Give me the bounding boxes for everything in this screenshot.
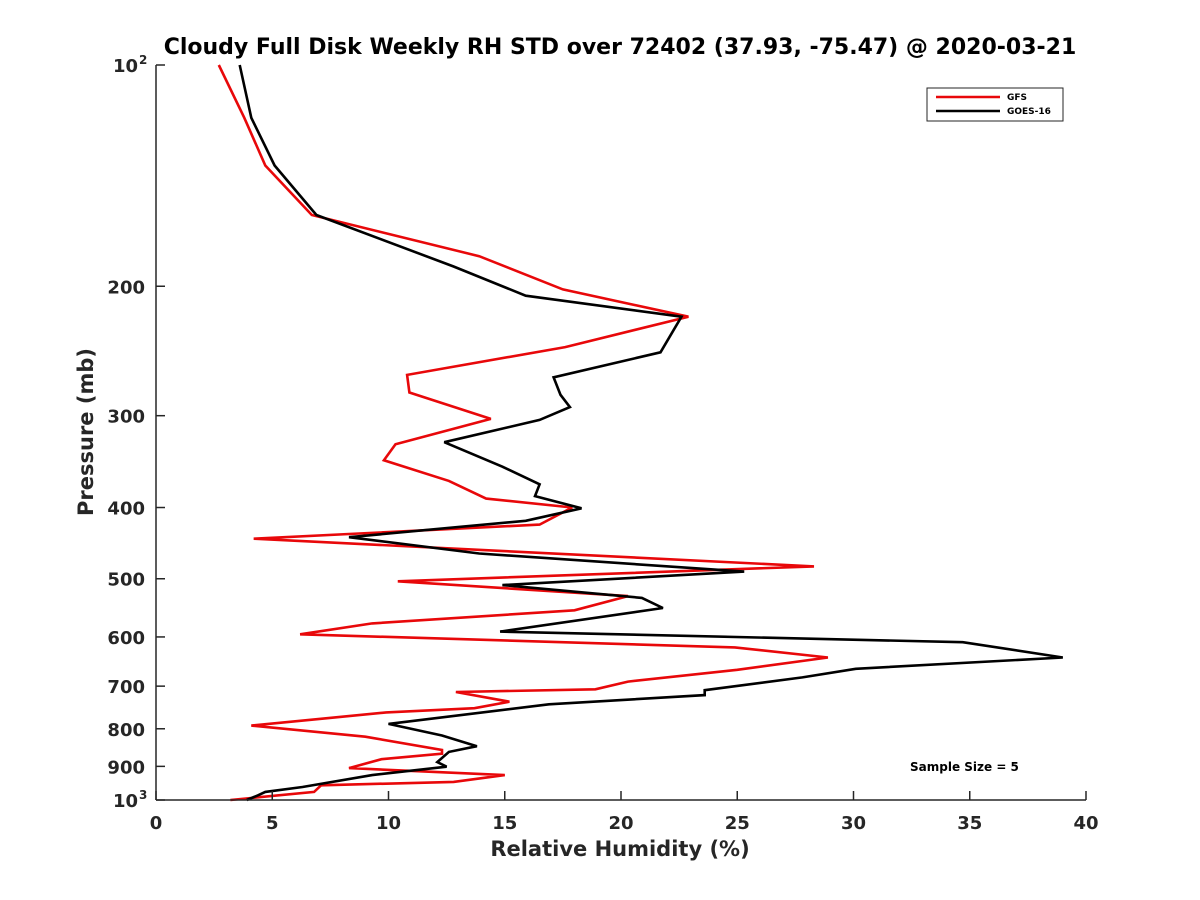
x-tick-label: 30	[841, 813, 866, 834]
y-tick-label: 200	[107, 277, 145, 298]
x-tick-label: 40	[1073, 813, 1098, 834]
y-tick-label: 10	[113, 791, 138, 812]
legend-label-gfs: GFS	[1007, 93, 1027, 103]
x-axis-label: Relative Humidity (%)	[490, 837, 749, 861]
y-tick-label: 900	[107, 757, 145, 778]
y-tick-exponent: 3	[139, 788, 147, 802]
y-tick-label: 300	[107, 407, 145, 428]
y-axis-label: Pressure (mb)	[74, 348, 98, 516]
x-tick-label: 15	[492, 813, 517, 834]
plot-area: 0 5 10 15 20 25 30 35 40 10 220030040050060070080…	[107, 53, 1098, 834]
legend: GFS GOES-16	[926, 87, 1064, 122]
x-tick-label: 10	[376, 813, 401, 834]
chart-title: Cloudy Full Disk Weekly RH STD over 7240…	[164, 35, 1077, 60]
x-tick-label: 5	[266, 813, 279, 834]
legend-label-goes16: GOES-16	[1007, 107, 1051, 117]
sample-size-annotation: Sample Size = 5	[910, 760, 1019, 774]
y-tick-label: 10	[113, 56, 138, 77]
x-tick-label: 0	[150, 813, 163, 834]
series-line-gfs	[217, 64, 829, 802]
legend-box	[926, 87, 1064, 122]
y-tick-label: 800	[107, 720, 145, 741]
x-tick-label: 20	[608, 813, 633, 834]
x-tick-label: 35	[957, 813, 982, 834]
series-line-goes16	[238, 64, 1063, 802]
y-tick-label: 500	[107, 570, 145, 591]
x-tick-label: 25	[725, 813, 750, 834]
x-axis-ticks: 0 5 10 15 20 25 30 35 40	[150, 791, 1099, 834]
y-tick-label: 700	[107, 677, 145, 698]
y-tick-label: 600	[107, 628, 145, 649]
y-tick-label: 400	[107, 499, 145, 520]
series-layer	[217, 64, 1063, 802]
y-tick-exponent: 2	[139, 53, 147, 67]
